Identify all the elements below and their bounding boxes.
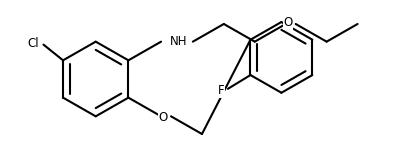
Text: NH: NH <box>170 35 188 48</box>
Text: F: F <box>218 84 224 97</box>
Text: O: O <box>283 16 293 30</box>
Text: O: O <box>158 111 168 124</box>
Text: Cl: Cl <box>28 37 39 50</box>
